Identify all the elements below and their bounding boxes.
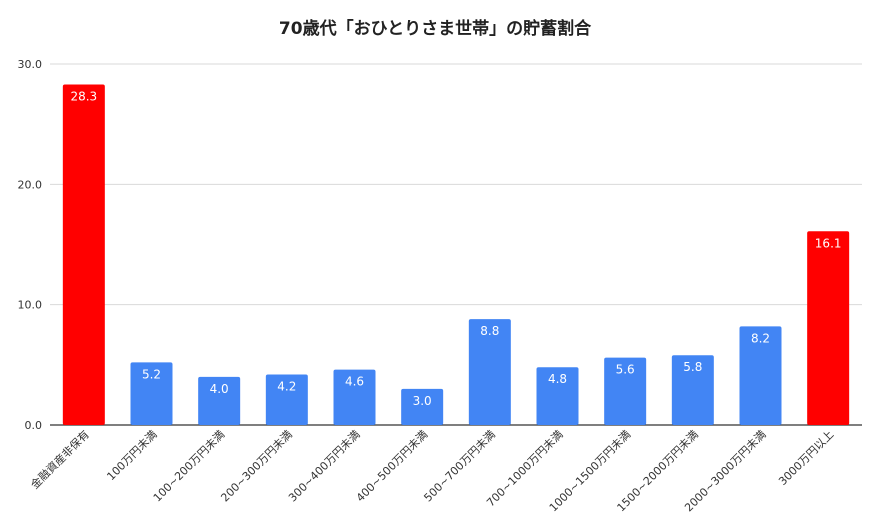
data-label: 3.0	[413, 394, 432, 408]
data-label: 8.2	[751, 331, 770, 345]
bar-3	[198, 376, 241, 425]
data-labels: 28.3 5.2 4.0 4.2 4.6 3.0 8.8 4.8 5.6 5.8 8.2 16.1	[70, 89, 841, 407]
y-axis-ticks: 0.0 10.0 20.0 30.0	[18, 58, 43, 432]
grid-lines	[50, 63, 862, 426]
x-tick-label: 100~200万円未満	[151, 428, 228, 505]
bar-4	[265, 374, 308, 425]
data-label: 28.3	[70, 89, 97, 103]
data-label: 4.2	[277, 379, 296, 393]
data-label: 5.6	[616, 363, 635, 377]
bar-7	[468, 319, 511, 425]
chart-title: 70歳代「おひとりさま世帯」の貯蓄割合	[278, 19, 592, 39]
x-tick-label: 3000万円以上	[776, 428, 836, 488]
bar-12	[807, 231, 850, 425]
y-tick-label: 0.0	[25, 419, 43, 432]
bar-8	[536, 367, 579, 425]
x-tick-label: 金融資産非保有	[28, 427, 92, 491]
bar-2	[130, 362, 173, 425]
x-tick-label: 400~500万円未満	[354, 428, 431, 505]
bar-5	[333, 369, 376, 425]
bar-9	[604, 357, 647, 425]
x-tick-label: 200~300万円未満	[218, 428, 295, 505]
y-tick-label: 20.0	[18, 178, 43, 191]
data-label: 4.6	[345, 375, 364, 389]
data-label: 4.8	[548, 372, 567, 386]
x-axis-ticks: 金融資産非保有 100万円未満100~200万円未満200~300万円未満300~…	[28, 427, 837, 514]
data-label: 16.1	[815, 236, 842, 250]
bar-1	[62, 84, 105, 425]
x-tick-label: 100万円未満	[104, 428, 159, 483]
x-tick-label: 500~700万円未満	[421, 428, 498, 505]
y-tick-label: 30.0	[18, 58, 43, 71]
data-label: 8.8	[480, 324, 499, 338]
bar-11	[739, 326, 782, 425]
data-label: 5.8	[683, 360, 702, 374]
bars	[62, 84, 850, 425]
bar-10	[671, 355, 714, 425]
x-tick-label: 300~400万円未満	[286, 428, 363, 505]
bar-6	[401, 388, 444, 425]
data-label: 4.0	[210, 382, 229, 396]
x-tick-label: 700~1000万円未満	[484, 428, 565, 509]
data-label: 5.2	[142, 367, 161, 381]
y-tick-label: 10.0	[18, 299, 43, 312]
